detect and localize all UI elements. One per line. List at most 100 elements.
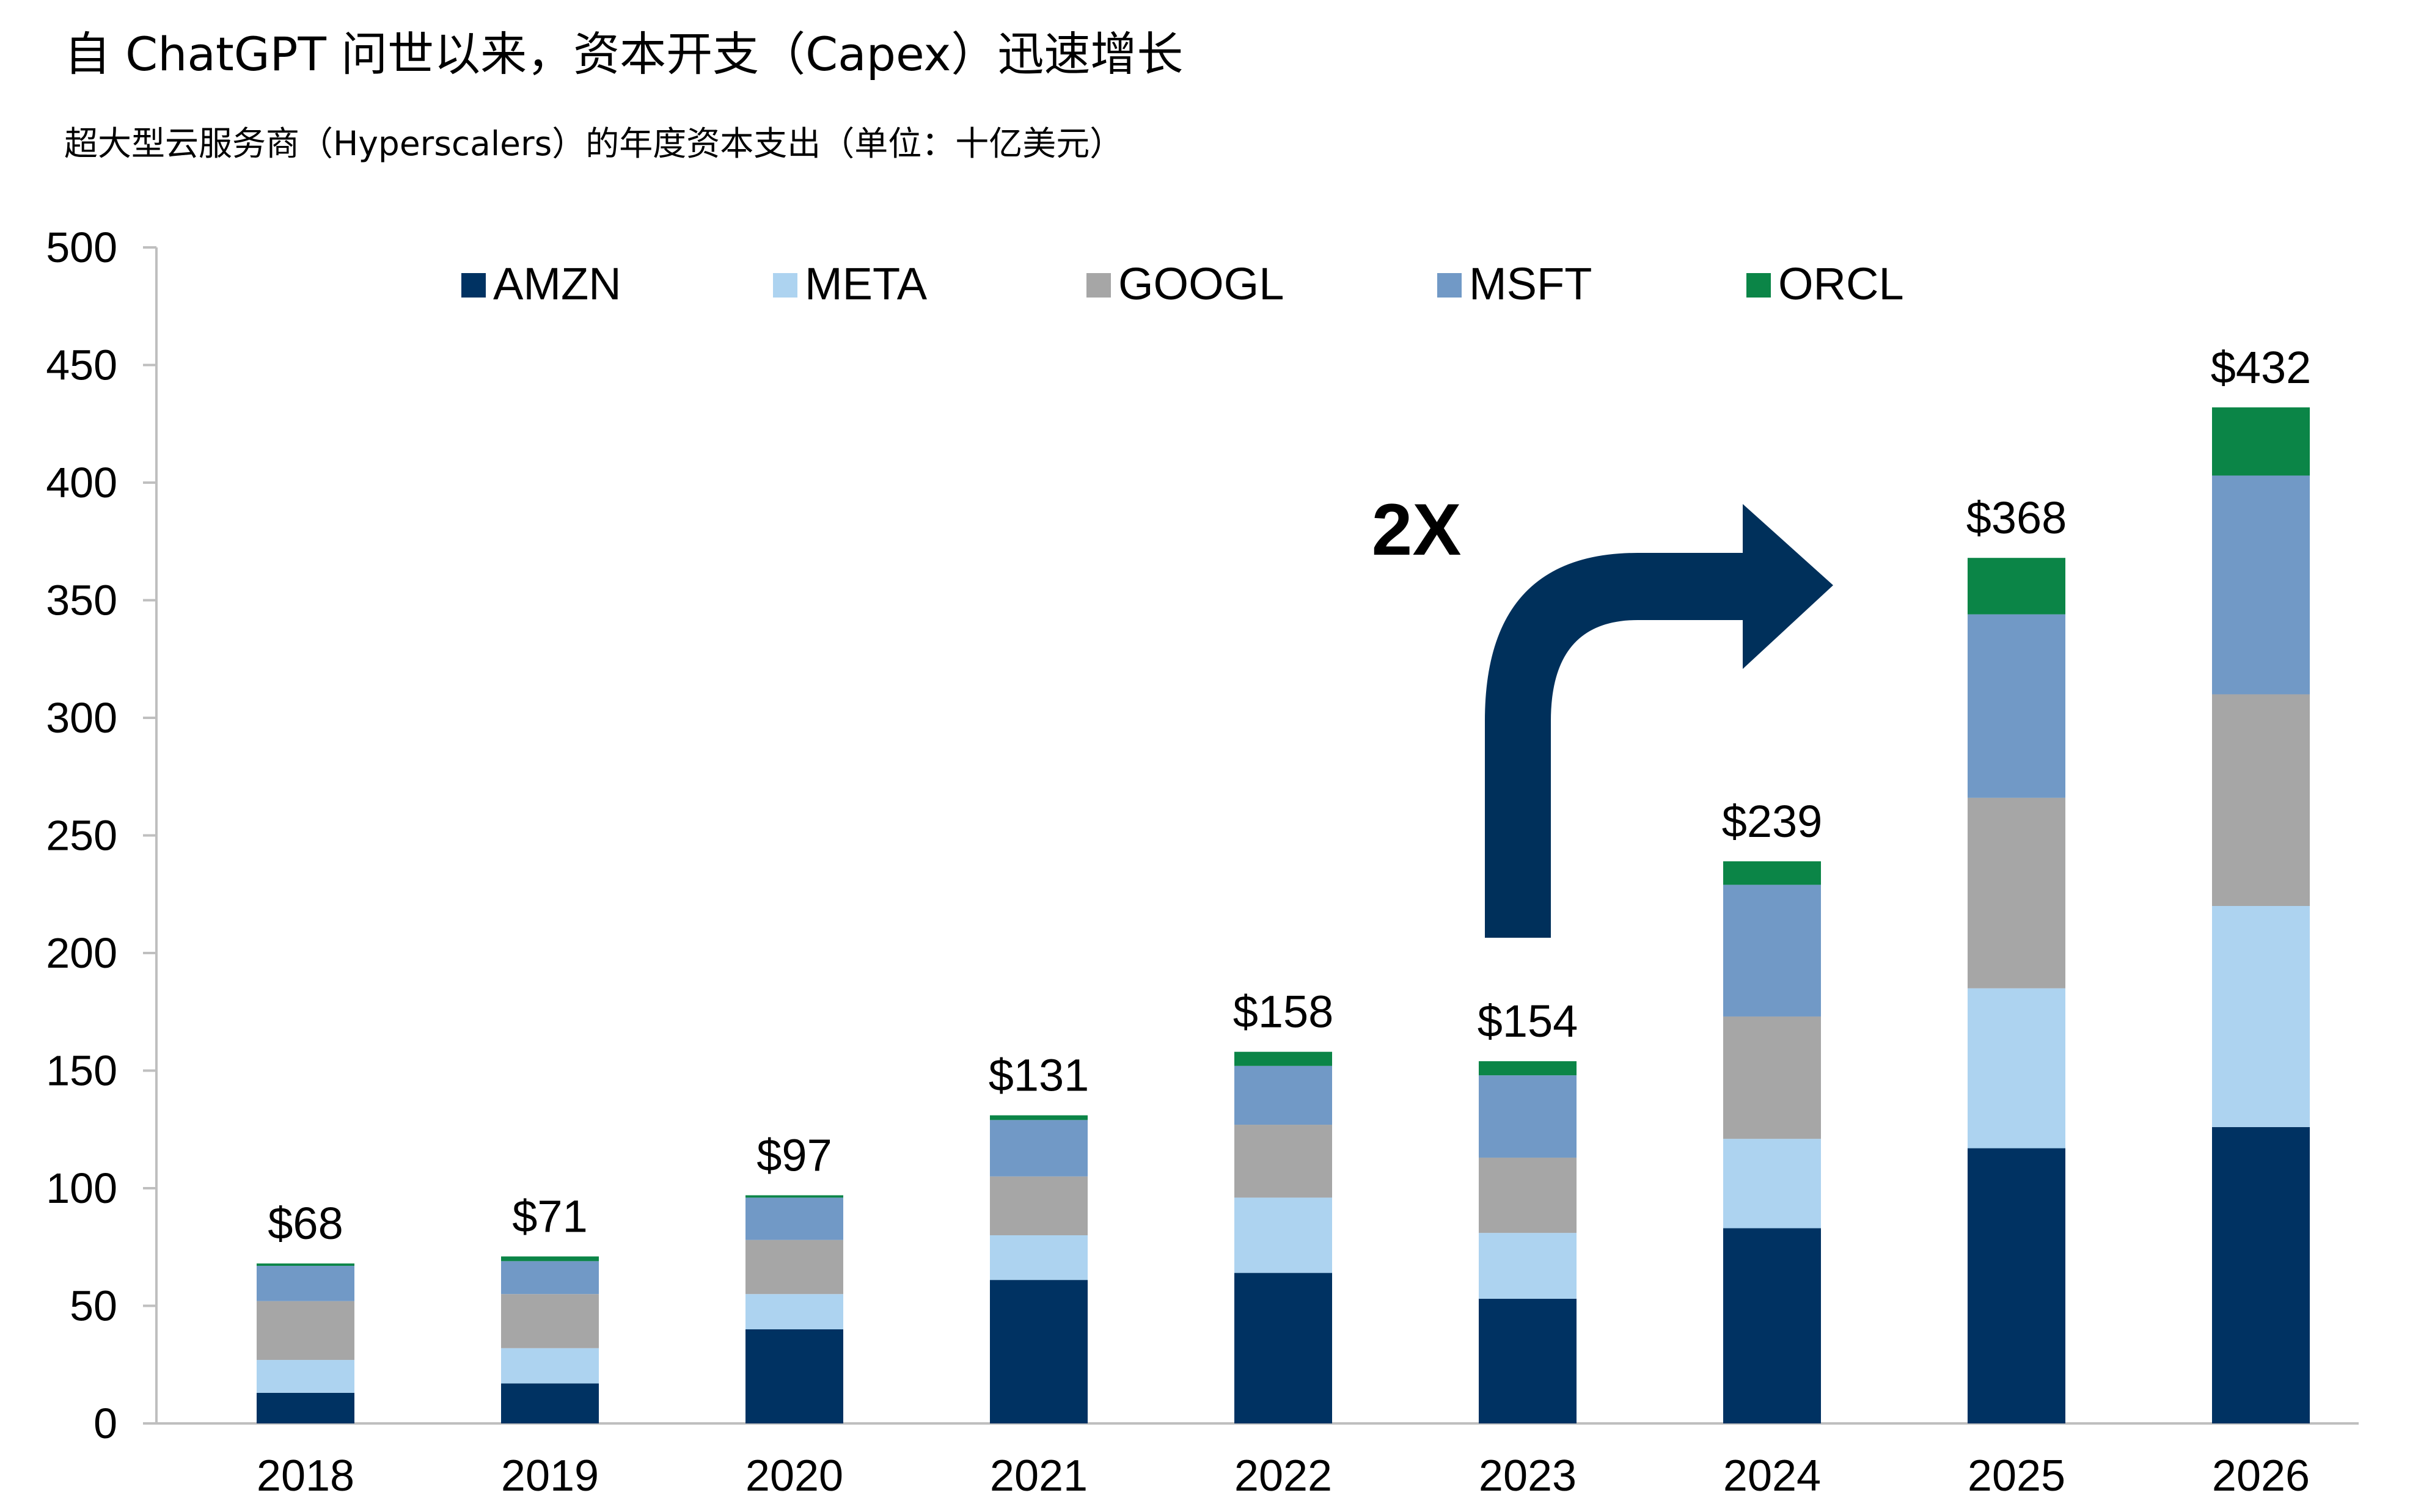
bar-segment-amzn (990, 1280, 1088, 1423)
multiplier-label: 2X (1372, 489, 1462, 571)
bar-segment-meta (990, 1235, 1088, 1280)
bar-segment-msft (1479, 1075, 1577, 1158)
x-tick-label: 2021 (990, 1452, 1088, 1500)
bar-segment-amzn (501, 1383, 599, 1423)
legend-item-googl: GOOGL (1086, 258, 1284, 309)
y-tick-label: 200 (46, 929, 117, 977)
legend-label: MSFT (1469, 258, 1592, 309)
bar-segment-googl (1479, 1157, 1577, 1233)
total-label: $158 (1233, 987, 1334, 1037)
bar-segment-amzn (745, 1329, 843, 1423)
y-tick-label: 300 (46, 694, 117, 742)
bar-segment-msft (257, 1266, 354, 1301)
total-labels: $68 $71 $97 $131 $158 $154 $239 $368 $432 (268, 342, 2311, 1249)
legend-swatch (461, 273, 486, 298)
bar-segment-googl (501, 1294, 599, 1348)
bar-segment-amzn (1234, 1273, 1332, 1423)
y-tick-label: 150 (46, 1047, 117, 1095)
bar-segment-msft (501, 1261, 599, 1295)
growth-arrow-shape (1485, 504, 1833, 938)
total-label: $131 (989, 1050, 1090, 1101)
x-tick-label: 2022 (1234, 1452, 1332, 1500)
bar-segment-orcl (745, 1195, 843, 1198)
legend-label: GOOGL (1118, 258, 1284, 309)
legend: AMZN META GOOGL MSFT ORCL (461, 258, 1904, 309)
bar-segment-orcl (1723, 861, 1821, 885)
x-tick-label: 2018 (257, 1452, 354, 1500)
y-tick-label: 350 (46, 577, 117, 624)
bar-segment-amzn (1968, 1148, 2065, 1423)
y-tick-label: 50 (70, 1282, 117, 1330)
chart-subtitle: 超大型云服务商（Hyperscalers）的年度资本支出（单位：十亿美元） (64, 124, 1124, 163)
x-tick-label: 2019 (501, 1452, 599, 1500)
bar-segment-meta (257, 1360, 354, 1393)
bar-segment-orcl (2212, 407, 2310, 476)
total-label: $239 (1722, 796, 1823, 847)
bar-segment-googl (1723, 1016, 1821, 1139)
bar-segment-orcl (990, 1115, 1088, 1120)
legend-label: ORCL (1778, 258, 1904, 309)
x-tick-label: 2024 (1723, 1452, 1821, 1500)
bar-segment-googl (257, 1301, 354, 1360)
y-axis: 0 50 100 150 200 250 300 350 400 450 500 (46, 224, 158, 1447)
bars (257, 407, 2310, 1423)
bar-segment-googl (2212, 694, 2310, 906)
total-label: $71 (512, 1191, 587, 1242)
bar-segment-orcl (1968, 558, 2065, 615)
bar-segment-msft (990, 1120, 1088, 1177)
bar-segment-msft (2212, 475, 2310, 695)
legend-swatch (1437, 273, 1462, 298)
legend-swatch (1086, 273, 1111, 298)
legend-item-amzn: AMZN (461, 258, 621, 309)
bar-segment-meta (745, 1294, 843, 1329)
growth-arrow: 2X (1372, 489, 1833, 938)
x-tick-label: 2023 (1479, 1452, 1577, 1500)
y-tick-label: 500 (46, 224, 117, 271)
bar-segment-googl (1234, 1125, 1332, 1198)
legend-label: META (805, 258, 928, 309)
legend-item-msft: MSFT (1437, 258, 1592, 309)
bar-segment-orcl (501, 1256, 599, 1262)
bar-segment-meta (1968, 988, 2065, 1149)
bar-segment-amzn (1723, 1228, 1821, 1423)
total-label: $432 (2211, 342, 2312, 393)
bar-segment-msft (1968, 614, 2065, 798)
x-tick-label: 2025 (1968, 1452, 2065, 1500)
bar-segment-amzn (257, 1392, 354, 1423)
y-tick-label: 400 (46, 459, 117, 506)
total-label: $154 (1478, 996, 1578, 1046)
bar-segment-amzn (1479, 1298, 1577, 1423)
bar-segment-orcl (1479, 1061, 1577, 1076)
legend-item-orcl: ORCL (1746, 258, 1904, 309)
bar-segment-meta (2212, 906, 2310, 1127)
bar-segment-meta (501, 1348, 599, 1384)
chart-title: 自 ChatGPT 问世以来，资本开支（Capex）迅速增长 (64, 27, 1184, 81)
bar-segment-orcl (257, 1263, 354, 1266)
bar-segment-googl (990, 1176, 1088, 1235)
y-tick-label: 100 (46, 1164, 117, 1212)
legend-item-meta: META (773, 258, 928, 309)
x-tick-label: 2026 (2212, 1452, 2310, 1500)
bar-segment-meta (1234, 1197, 1332, 1273)
bar-segment-msft (1723, 885, 1821, 1017)
bar-segment-googl (1968, 797, 2065, 988)
bar-segment-amzn (2212, 1127, 2310, 1423)
legend-swatch (1746, 273, 1771, 298)
bar-segment-meta (1479, 1233, 1577, 1299)
bar-segment-msft (1234, 1065, 1332, 1125)
y-tick-label: 450 (46, 341, 117, 389)
x-axis: 2018 2019 2020 2021 2022 2023 2024 2025 2026 (156, 1422, 2359, 1500)
bar-segment-orcl (1234, 1051, 1332, 1066)
total-label: $68 (268, 1198, 343, 1249)
legend-label: AMZN (493, 258, 621, 309)
total-label: $97 (756, 1130, 832, 1181)
x-tick-label: 2020 (745, 1452, 843, 1500)
bar-segment-msft (745, 1197, 843, 1240)
bar-segment-meta (1723, 1139, 1821, 1229)
total-label: $368 (1966, 492, 2067, 543)
y-tick-label: 0 (93, 1400, 117, 1447)
legend-swatch (773, 273, 797, 298)
y-tick-label: 250 (46, 812, 117, 860)
bar-segment-googl (745, 1240, 843, 1295)
